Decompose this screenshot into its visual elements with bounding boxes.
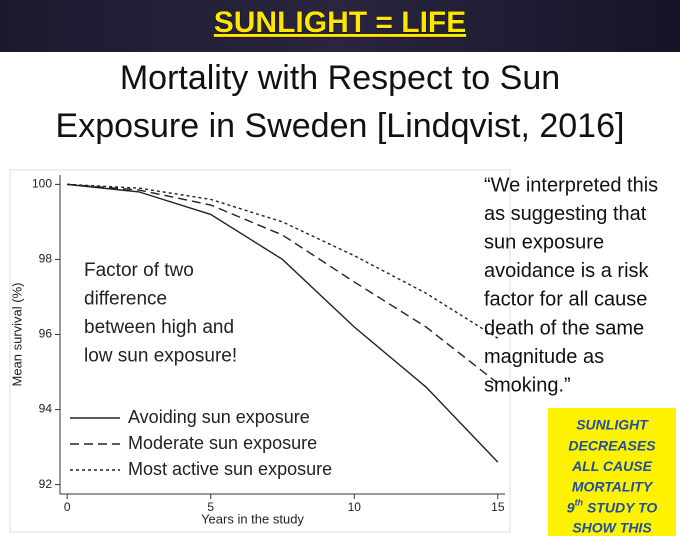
badge-line: 9th STUDY TO	[567, 498, 658, 515]
banner-background	[0, 0, 680, 52]
annotation: Factor of two	[84, 260, 194, 281]
x-tick-label: 10	[348, 500, 362, 514]
badge-text: 9	[567, 499, 575, 515]
series-line	[67, 183, 499, 384]
quote-line: death of the same	[484, 317, 644, 339]
x-tick-label: 0	[64, 500, 71, 514]
y-tick-label: 92	[39, 477, 53, 491]
badge-line: ALL CAUSE	[571, 458, 653, 474]
series-line	[67, 183, 499, 463]
badge-line: SUNLIGHT	[576, 417, 649, 433]
quote-line: factor for all cause	[484, 289, 647, 311]
quote-line: sun exposure	[484, 231, 604, 253]
badge-line: SHOW THIS	[572, 520, 652, 536]
annotation: low sun exposure!	[84, 346, 237, 367]
slide-title: Mortality with Respect to Sun	[120, 59, 560, 97]
legend-label: Moderate sun exposure	[128, 433, 317, 453]
badge-line: MORTALITY	[572, 479, 654, 495]
y-tick-label: 100	[32, 177, 52, 191]
quote-line: “We interpreted this	[484, 174, 658, 196]
y-axis-label: Mean survival (%)	[9, 282, 24, 386]
chart-frame	[9, 169, 511, 533]
series-line	[67, 183, 499, 339]
badge-line: DECREASES	[568, 437, 656, 453]
badge-box	[548, 408, 676, 536]
quote-line: magnitude as	[484, 346, 604, 368]
x-tick-label: 15	[491, 500, 505, 514]
y-tick-label: 98	[39, 252, 53, 266]
quote-line: avoidance is a risk	[484, 260, 650, 282]
annotation: between high and	[84, 317, 234, 338]
x-axis-label: Years in the study	[201, 511, 304, 526]
legend-label: Avoiding sun exposure	[128, 407, 310, 427]
slide-title: Exposure in Sweden [Lindqvist, 2016]	[56, 107, 625, 145]
badge-superscript: th	[575, 498, 584, 508]
annotation: difference	[84, 289, 167, 310]
legend-label: Most active sun exposure	[128, 459, 332, 479]
y-tick-label: 94	[39, 402, 53, 416]
quote-line: smoking.”	[484, 374, 571, 396]
x-tick-label: 5	[207, 500, 214, 514]
y-tick-label: 96	[39, 327, 53, 341]
badge-text: STUDY TO	[583, 499, 657, 515]
quote-line: as suggesting that	[484, 203, 647, 225]
banner-title: SUNLIGHT = LIFE	[214, 6, 467, 39]
